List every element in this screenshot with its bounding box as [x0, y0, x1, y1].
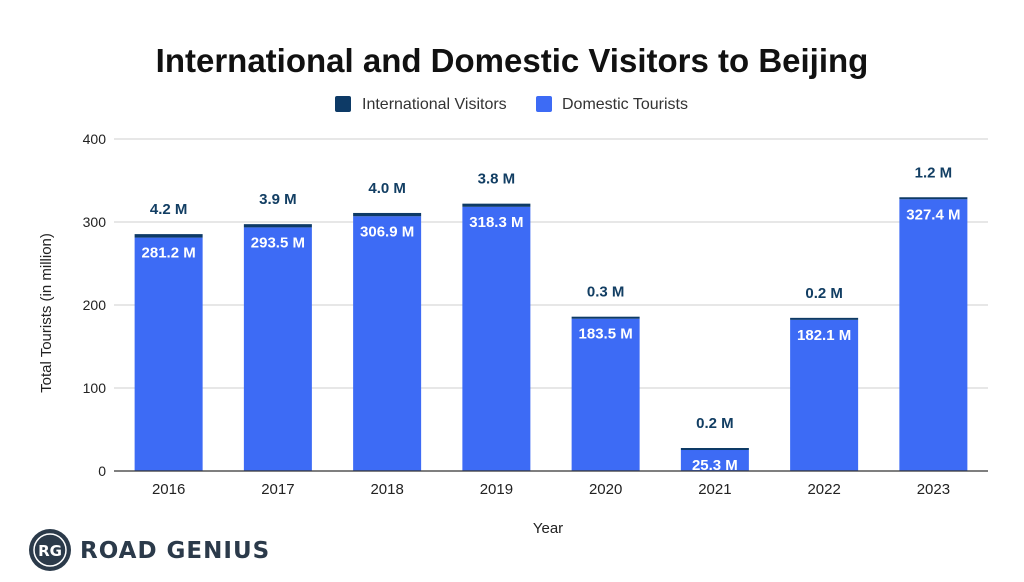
logo-name: ROAD GENIUS	[80, 538, 270, 564]
y-axis-label: Total Tourists (in million)	[38, 233, 55, 393]
x-tick-label-2023: 2023	[917, 481, 950, 498]
bar-international-2022	[790, 317, 859, 320]
data-label-international-2019: 3.8 M	[478, 171, 516, 188]
data-label-international-2018: 4.0 M	[368, 180, 406, 197]
x-tick-label-2016: 2016	[152, 481, 185, 498]
bar-labels: 281.2 M 4.2 M 293.5 M 3.9 M 306.9 M 4.0 M 318.…	[142, 164, 961, 474]
legend: International Visitors Domestic Tourists	[335, 96, 688, 113]
bar-domestic-2019	[462, 206, 531, 471]
data-label-international-2021: 0.2 M	[696, 415, 734, 432]
data-label-domestic-2017: 293.5 M	[251, 234, 305, 251]
legend-swatch-domestic	[536, 96, 552, 112]
legend-swatch-international	[335, 96, 351, 112]
data-label-domestic-2023: 327.4 M	[906, 206, 960, 223]
logo-initials: RG	[38, 542, 62, 560]
data-label-domestic-2019: 318.3 M	[469, 214, 523, 231]
road-genius-logo: RG ROAD GENIUS	[29, 529, 270, 571]
data-label-domestic-2020: 183.5 M	[579, 326, 633, 343]
y-tick-label-0: 0	[98, 463, 106, 479]
data-label-international-2023: 1.2 M	[915, 164, 953, 181]
data-label-international-2016: 4.2 M	[150, 201, 188, 218]
bar-domestic-2023	[899, 199, 968, 471]
x-tick-label-2021: 2021	[698, 481, 731, 498]
data-label-domestic-2018: 306.9 M	[360, 223, 414, 240]
bar-domestic-2021	[680, 450, 749, 471]
chart-title: International and Domestic Visitors to B…	[156, 42, 869, 79]
data-label-international-2017: 3.9 M	[259, 191, 297, 208]
bar-domestic-2018	[353, 216, 422, 471]
x-tick-label-2019: 2019	[480, 481, 513, 498]
bar-domestic-2017	[243, 227, 312, 471]
y-axis-ticks: 0 100 200 300 400	[83, 131, 107, 479]
bar-international-2020	[571, 316, 640, 319]
legend-label-international: International Visitors	[362, 96, 507, 113]
bar-international-2021	[680, 448, 749, 451]
logo-badge-icon	[29, 529, 71, 571]
data-label-domestic-2022: 182.1 M	[797, 327, 851, 344]
data-label-international-2022: 0.2 M	[805, 285, 843, 302]
bar-international-2023	[899, 197, 968, 200]
bar-international-2018	[353, 212, 422, 217]
bar-domestic-2020	[571, 318, 640, 471]
y-tick-label-200: 200	[83, 297, 107, 313]
bar-international-2017	[243, 224, 312, 228]
y-tick-label-400: 400	[83, 131, 107, 147]
x-axis-ticks: 2016 2017 2018 2019 2020 2021 2022 2023	[152, 481, 950, 498]
x-tick-label-2018: 2018	[370, 481, 403, 498]
data-label-domestic-2016: 281.2 M	[142, 245, 196, 262]
y-tick-label-300: 300	[83, 214, 107, 230]
x-tick-label-2017: 2017	[261, 481, 294, 498]
bar-international-2019	[462, 203, 531, 207]
y-tick-label-100: 100	[83, 380, 107, 396]
data-label-international-2020: 0.3 M	[587, 284, 625, 301]
logo-badge-ring	[33, 533, 67, 567]
legend-label-domestic: Domestic Tourists	[562, 96, 688, 113]
bar-international-2016	[134, 234, 203, 238]
bar-domestic-2016	[134, 237, 203, 471]
x-tick-label-2022: 2022	[807, 481, 840, 498]
bars	[134, 197, 968, 471]
bar-domestic-2022	[790, 319, 859, 471]
data-label-domestic-2021: 25.3 M	[692, 457, 738, 474]
x-tick-label-2020: 2020	[589, 481, 622, 498]
x-axis-label: Year	[533, 520, 563, 537]
